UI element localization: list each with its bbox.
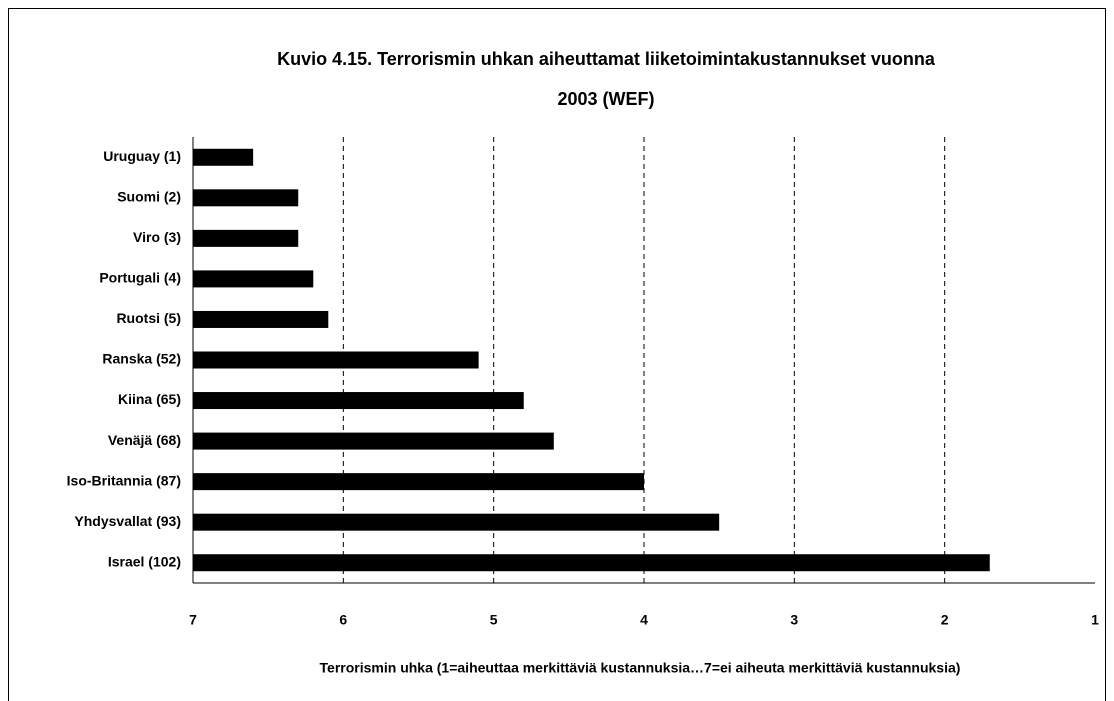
y-tick-label: Uruguay (1) (103, 148, 181, 164)
chart-title: 2003 (WEF) (557, 89, 654, 109)
y-tick-label: Viro (3) (133, 229, 181, 245)
y-tick-label: Venäjä (68) (108, 432, 181, 448)
y-tick-label: Ranska (52) (102, 351, 181, 367)
bar (193, 513, 720, 531)
y-tick-label: Israel (102) (108, 553, 181, 569)
y-tick-label: Portugali (4) (99, 270, 181, 286)
bar (193, 351, 479, 369)
bar (193, 189, 299, 207)
bar (193, 473, 644, 491)
bar (193, 432, 554, 450)
bar (193, 310, 329, 328)
x-tick-label: 2 (941, 612, 949, 628)
bar (193, 554, 990, 572)
y-tick-label: Ruotsi (5) (116, 310, 181, 326)
y-tick-label: Yhdysvallat (93) (74, 513, 181, 529)
chart-title: Kuvio 4.15. Terrorismin uhkan aiheuttama… (277, 49, 936, 69)
x-tick-label: 4 (640, 612, 648, 628)
x-tick-label: 5 (490, 612, 498, 628)
x-tick-label: 1 (1091, 612, 1099, 628)
y-tick-label: Iso-Britannia (87) (67, 472, 181, 488)
chart-border (8, 8, 1106, 701)
bar (193, 270, 314, 288)
x-tick-label: 7 (189, 612, 197, 628)
x-axis-label: Terrorismin uhka (1=aiheuttaa merkittävi… (320, 660, 961, 676)
x-tick-label: 3 (790, 612, 798, 628)
bar (193, 229, 299, 247)
x-tick-label: 6 (339, 612, 347, 628)
y-tick-label: Kiina (65) (118, 391, 181, 407)
y-tick-label: Suomi (2) (117, 189, 181, 205)
bar (193, 392, 524, 410)
bar (193, 148, 254, 166)
